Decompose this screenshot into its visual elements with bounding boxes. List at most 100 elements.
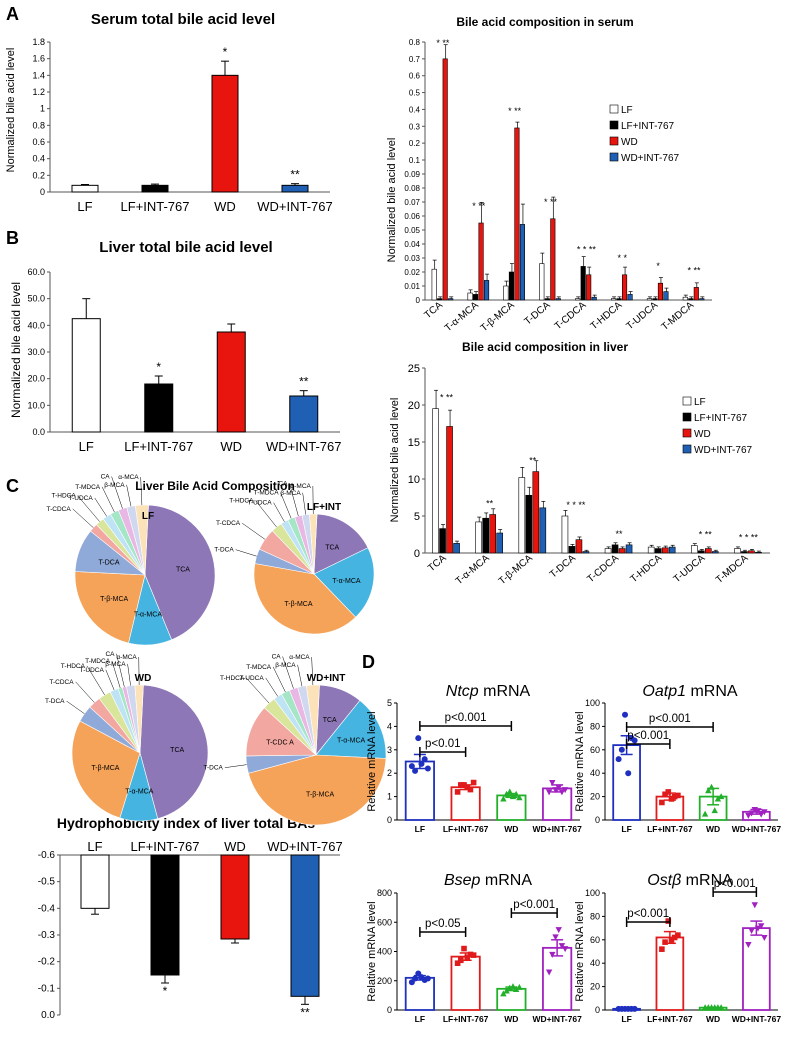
serumComp-tick-label: 0.1 (409, 156, 421, 165)
oatp1-data-point (701, 810, 709, 817)
serumComp-bar (484, 280, 490, 301)
panel-label-a: A (6, 4, 19, 24)
serumComp-tick-label: 0.8 (409, 38, 421, 47)
oatp1-data-point (745, 812, 752, 819)
ntcp-category-label: LF (415, 824, 425, 834)
bsep-mean-bar (542, 946, 573, 1011)
bsep-data-point (503, 987, 510, 994)
bsep-data-point (516, 983, 523, 990)
serumComp-tick-label: 0.01 (404, 282, 420, 291)
serumComp-bar (693, 287, 699, 301)
ostb-data-point (662, 939, 668, 945)
pie-leader-line (311, 657, 314, 686)
serumTotal-category-label: WD+INT-767 (257, 199, 333, 214)
liverComp-bar (532, 471, 540, 554)
pie-slice-label: T-β-MCA (91, 765, 119, 772)
liverTotal-bar (144, 383, 174, 433)
bsep-p-value: p<0.001 (513, 899, 555, 911)
liverComp-bar (604, 548, 612, 554)
pie-title: Liver Bile Acid Composition (135, 479, 295, 493)
liverTotal-tick-label: 0.0 (32, 427, 45, 437)
pie-leader-line (140, 477, 143, 506)
pie-slice (134, 684, 144, 754)
ntcp-data-point (555, 784, 562, 791)
serumComp-bar (622, 274, 628, 301)
hydro-bar (220, 854, 250, 940)
ostb-category-label: WD (706, 1014, 720, 1024)
pie-leader-line (94, 497, 107, 517)
serumComp-significance: * (656, 261, 660, 271)
liverComp-significance: ** (486, 499, 494, 509)
serumTotal-tick-label: 0.4 (32, 154, 45, 164)
hydro-significance: * (163, 984, 168, 998)
oatp1-data-point (711, 807, 718, 814)
serumComp-tick-label: 0.06 (404, 212, 420, 221)
ntcp-data-point (500, 795, 507, 802)
pie-slice-label: β-MCA (105, 661, 126, 668)
pie-slice (253, 563, 357, 635)
ntcp-data-point (549, 780, 556, 787)
ostb-data-point (671, 934, 678, 941)
hydro-category-label: WD+INT-767 (267, 839, 343, 854)
serumComp-bar (503, 285, 509, 301)
bsep-data-point (467, 951, 474, 958)
pie-leader-line (116, 653, 125, 687)
serumComp-legend-label: WD (621, 137, 638, 148)
liverComp-bar (475, 521, 482, 554)
serumComp-category-label: T-CDCA (553, 300, 589, 333)
liverComp-legend-swatch (682, 412, 692, 422)
pie-leader-line (111, 476, 123, 509)
serumTotal-significance: ** (290, 168, 300, 182)
pie-leader-line (265, 677, 278, 697)
ntcp-p-value: p<0.001 (445, 712, 487, 724)
pie-group-label: LF (142, 511, 154, 522)
ostb-data-point (665, 918, 672, 924)
ostb-gene-name: Ostβ (647, 872, 681, 889)
serumComp-legend-swatch (609, 104, 619, 114)
liverTotal-tick-label: 10.0 (27, 400, 45, 410)
hydro-tick-label: -0.2 (38, 957, 56, 968)
bsep-data-point (458, 957, 464, 964)
pie-leader-line (282, 656, 294, 689)
liverComp-bar (741, 551, 748, 554)
liverComp-legend-label: LF+INT-767 (694, 413, 748, 424)
oatp1-data-point (708, 783, 715, 790)
bsep-category-label: LF+INT-767 (443, 1014, 489, 1024)
ostb-data-point (751, 902, 758, 909)
pie-slice-label: α-MCA (289, 654, 310, 661)
pie-slice-label: T-MDCA (246, 664, 272, 671)
serumTotal-category-label: LF (77, 199, 92, 214)
ostb-data-point (675, 932, 681, 938)
pie-slice (71, 720, 141, 819)
liverComp-bar (432, 408, 439, 554)
ntcp-title-suffix: mRNA (479, 683, 531, 700)
ntcp-mean-bar (542, 787, 573, 821)
hydro-tick-label: -0.6 (38, 850, 56, 861)
liverComp-bar (518, 477, 526, 554)
serumComp-tick-label: 0.3 (409, 122, 421, 131)
serumComp-tick-label: 0.5 (409, 89, 421, 98)
pie-slice-label: α-MCA (290, 483, 311, 490)
pie-slice-label: β-MCA (280, 490, 301, 497)
pie-group-label: LF+INT (307, 502, 341, 513)
serumComp-legend-swatch (609, 152, 619, 162)
pie-leader-line (77, 495, 100, 522)
hydro-bar (290, 854, 320, 997)
pie-slice (309, 513, 318, 575)
serumComp-legend-label: WD+INT-767 (621, 153, 680, 164)
liverComp-category-label: TCA (426, 553, 449, 574)
pie-slice-label: T-CDCA (47, 506, 72, 513)
ntcp-tick-label: 3 (387, 745, 392, 755)
serum-total-title: Serum total bile acid level (91, 11, 275, 28)
serumComp-significance: * ** (544, 197, 558, 207)
liverComp-bar (668, 546, 676, 554)
ntcp-data-point (512, 790, 520, 797)
bsep-data-point (558, 943, 566, 950)
bsep-data-point (461, 945, 467, 952)
serumComp-tick-label: 0 (416, 296, 421, 305)
liverComp-legend-swatch (682, 396, 692, 406)
liverComp-bar (561, 515, 569, 554)
ntcp-data-point (418, 760, 425, 767)
ntcp-data-point (415, 735, 422, 742)
pie-leader-line (127, 663, 131, 686)
